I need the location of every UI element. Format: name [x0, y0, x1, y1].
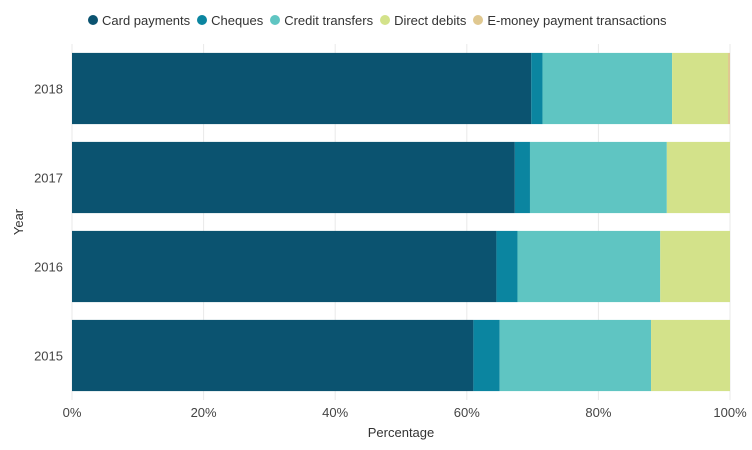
bar-segment-2018-4[interactable] — [728, 52, 730, 125]
bar-segment-2018-1[interactable] — [531, 52, 543, 125]
legend-item-2[interactable]: Credit transfers — [270, 13, 373, 28]
legend-swatch — [197, 15, 208, 25]
bar-segment-2015-2[interactable] — [499, 319, 652, 392]
x-tick-label: 100% — [713, 405, 747, 420]
legend-swatch — [380, 15, 391, 25]
bar-segment-2015-3[interactable] — [651, 319, 730, 392]
bar-segment-2017-2[interactable] — [529, 141, 667, 214]
legend-swatch — [88, 15, 98, 25]
bar-segment-2016-1[interactable] — [496, 230, 518, 303]
legend: Card payments Cheques Credit transfers Dire… — [88, 11, 674, 29]
x-tick-label: 20% — [191, 405, 217, 420]
legend-label: Direct debits — [394, 12, 467, 28]
legend-item-1[interactable]: Cheques — [197, 13, 263, 28]
x-tick-label: 40% — [322, 405, 348, 420]
legend-swatch — [473, 15, 484, 25]
legend-label: Credit transfers — [284, 12, 374, 28]
bar-segment-2016-2[interactable] — [517, 230, 661, 303]
bar-segment-2018-2[interactable] — [542, 52, 673, 125]
bar-segment-2018-3[interactable] — [672, 52, 729, 125]
bar-segment-2016-3[interactable] — [660, 230, 730, 303]
x-tick-label: 0% — [63, 405, 82, 420]
bar-segment-2015-1[interactable] — [473, 319, 500, 392]
legend-label: Card payments — [102, 12, 191, 28]
y-tick-label: 2018 — [34, 82, 63, 97]
legend-swatch — [270, 15, 281, 25]
legend-item-4[interactable]: E-money payment transactions — [473, 12, 667, 28]
x-tick-label: 60% — [454, 405, 480, 420]
y-axis-title: Year — [11, 208, 26, 235]
legend-item-0[interactable]: Card payments — [88, 13, 190, 28]
bar-segment-2017-0[interactable] — [72, 141, 515, 214]
bar-segment-2016-0[interactable] — [72, 230, 497, 303]
y-axis-ticks: 2018 2017 2016 2015 — [34, 82, 63, 364]
bar-segment-2018-0[interactable] — [72, 52, 532, 125]
bar-segment-2017-1[interactable] — [514, 141, 530, 214]
x-axis-title: Percentage — [368, 425, 435, 440]
y-tick-label: 2017 — [34, 171, 63, 186]
bar-segment-2015-0[interactable] — [72, 319, 474, 392]
y-tick-label: 2015 — [34, 349, 63, 364]
x-tick-label: 80% — [585, 405, 611, 420]
x-axis-ticks: 0% 20% 40% 60% 80% 100% — [63, 405, 747, 420]
legend-item-3[interactable]: Direct debits — [380, 13, 466, 28]
bars — [72, 52, 730, 392]
legend-label: E-money payment transactions — [487, 12, 667, 28]
legend-label: Cheques — [211, 12, 264, 28]
y-tick-label: 2016 — [34, 260, 63, 275]
bar-segment-2017-3[interactable] — [666, 141, 730, 214]
